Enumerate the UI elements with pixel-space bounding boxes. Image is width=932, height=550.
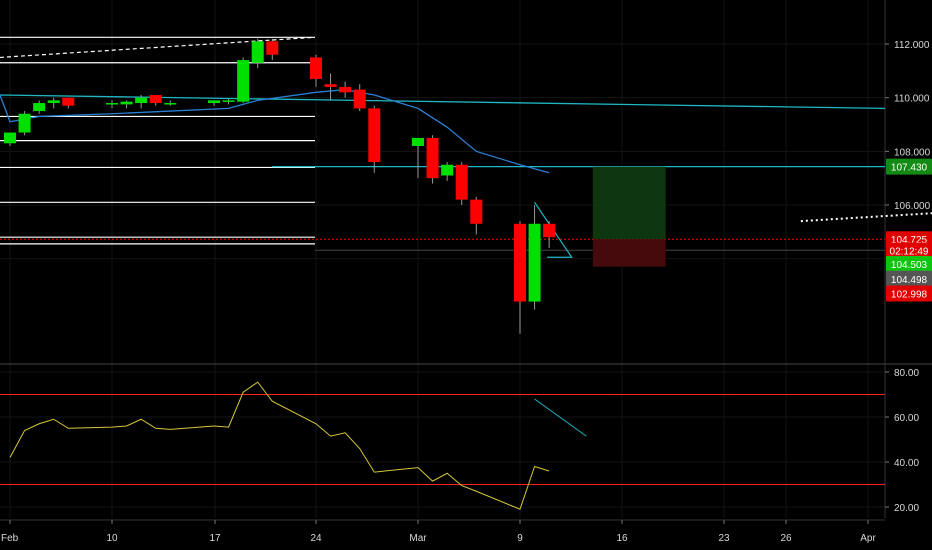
dotted-projection <box>800 212 932 223</box>
candle-body <box>237 60 250 102</box>
candle-body <box>543 223 556 238</box>
candle-body <box>106 103 118 105</box>
dashed-trendline <box>0 36 316 59</box>
time-tick-label: 23 <box>718 533 730 544</box>
rsi-pane <box>0 371 885 510</box>
drawing-overlays <box>0 36 932 258</box>
candle-body <box>514 223 526 302</box>
loss-zone[interactable] <box>592 239 666 267</box>
triangle-drawing <box>534 201 573 258</box>
time-tick-label: 26 <box>780 533 792 544</box>
price-tag-label: 104.725 <box>891 235 928 246</box>
candle-body <box>164 103 177 105</box>
price-tag <box>886 242 932 259</box>
profit-zone[interactable] <box>592 166 666 240</box>
candle-body <box>135 97 148 104</box>
price-tag <box>886 270 932 287</box>
candle-body <box>18 113 31 133</box>
candle-body <box>266 41 279 55</box>
axes: 112.000 110.000 108.000 106.000 80.00 60.00 40… <box>1 40 931 544</box>
time-tick-label: Apr <box>860 533 876 544</box>
price-tag-label: 104.503 <box>891 260 928 271</box>
trend-line <box>0 94 886 110</box>
rsi-tick-label: 60.00 <box>894 413 919 424</box>
rsi-tick-label: 80.00 <box>894 368 919 379</box>
candle-body <box>426 137 439 179</box>
rsi-tick-label: 40.00 <box>894 458 919 469</box>
price-tag-label: 102.998 <box>891 290 928 301</box>
candle-body <box>4 132 16 144</box>
price-tick-label: 106.000 <box>894 201 931 212</box>
moving-average-line <box>0 88 550 174</box>
candle-body <box>324 84 337 87</box>
time-tick-label: 24 <box>310 533 322 544</box>
time-tick-label: 10 <box>106 533 118 544</box>
candle-body <box>368 108 381 163</box>
price-tick-label: 112.000 <box>894 40 930 51</box>
time-tick-label: 17 <box>209 533 221 544</box>
candle-body <box>62 97 75 106</box>
horizontal-levels <box>0 36 885 251</box>
candle-body <box>120 101 133 105</box>
price-tag <box>886 285 932 302</box>
candle-body <box>33 103 46 112</box>
price-tag-label: 02:12:49 <box>890 247 929 258</box>
long-position-box[interactable] <box>592 166 666 267</box>
price-tag <box>886 256 932 273</box>
candle-body <box>339 86 352 93</box>
candle-body <box>222 100 235 102</box>
price-tick-label: 110.000 <box>894 94 930 105</box>
rsi-line <box>9 381 550 510</box>
price-tag-label: 104.498 <box>891 275 928 286</box>
price-tag <box>886 158 932 175</box>
candle-body <box>310 57 322 79</box>
rsi-divergence-line <box>534 398 587 437</box>
rsi-tick-label: 20.00 <box>894 503 919 514</box>
grid-lines <box>0 0 932 521</box>
candle-body <box>441 164 454 176</box>
time-tick-label: Mar <box>409 533 427 544</box>
candle-body <box>412 137 424 146</box>
candle-body <box>528 223 541 302</box>
candle-body <box>470 199 483 224</box>
candles <box>4 38 556 334</box>
candle-body <box>149 94 162 104</box>
candle-body <box>47 100 60 104</box>
time-tick-label: 16 <box>616 533 628 544</box>
time-tick-label: 9 <box>517 533 523 544</box>
candle-body <box>251 41 264 63</box>
time-tick-label: Feb <box>1 533 19 544</box>
candle-body <box>353 89 366 109</box>
price-tick-label: 108.000 <box>894 147 931 158</box>
price-tag-label: 107.430 <box>891 163 928 174</box>
candle-body <box>455 164 468 200</box>
candle-body <box>208 100 220 104</box>
